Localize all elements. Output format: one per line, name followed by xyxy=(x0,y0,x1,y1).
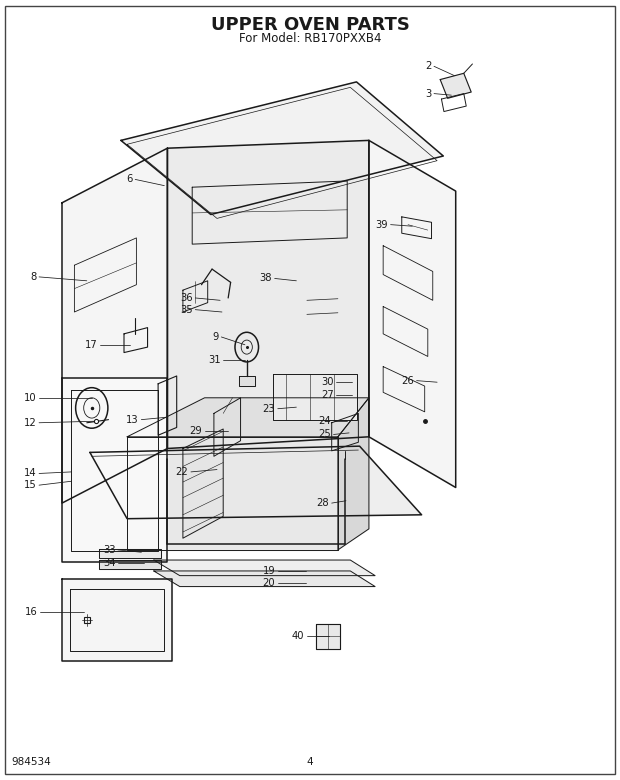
Text: 14: 14 xyxy=(24,469,37,478)
Text: 12: 12 xyxy=(24,418,37,427)
Text: 38: 38 xyxy=(260,274,272,283)
Polygon shape xyxy=(316,624,340,649)
Polygon shape xyxy=(183,429,223,538)
Polygon shape xyxy=(62,148,167,503)
Text: 9: 9 xyxy=(213,332,219,342)
Polygon shape xyxy=(273,374,356,420)
Polygon shape xyxy=(127,398,369,437)
Text: UPPER OVEN PARTS: UPPER OVEN PARTS xyxy=(211,16,409,34)
Text: 2: 2 xyxy=(425,62,432,71)
Polygon shape xyxy=(154,571,375,587)
Text: 8: 8 xyxy=(30,272,37,282)
Polygon shape xyxy=(99,560,161,569)
Polygon shape xyxy=(62,579,172,661)
Text: 17: 17 xyxy=(85,340,98,349)
Polygon shape xyxy=(90,446,422,519)
Polygon shape xyxy=(440,73,471,98)
Text: 16: 16 xyxy=(25,608,38,617)
Text: 28: 28 xyxy=(317,498,329,508)
Text: 40: 40 xyxy=(292,631,304,640)
Text: 10: 10 xyxy=(24,393,37,402)
Text: 31: 31 xyxy=(208,356,221,365)
Text: 4: 4 xyxy=(307,757,313,767)
Text: 13: 13 xyxy=(126,415,139,424)
Text: 34: 34 xyxy=(103,558,115,568)
Text: 22: 22 xyxy=(175,467,188,477)
Text: 19: 19 xyxy=(262,566,275,576)
Polygon shape xyxy=(127,437,338,550)
Text: 25: 25 xyxy=(318,430,331,439)
Text: 39: 39 xyxy=(376,220,388,229)
Polygon shape xyxy=(239,376,255,386)
Polygon shape xyxy=(167,140,369,448)
Text: 20: 20 xyxy=(263,578,275,587)
Text: For Model: RB170PXXB4: For Model: RB170PXXB4 xyxy=(239,33,381,45)
Text: 26: 26 xyxy=(401,376,414,385)
Polygon shape xyxy=(338,398,369,550)
Text: 30: 30 xyxy=(321,378,334,387)
Text: ereplaceme: ereplaceme xyxy=(228,406,318,421)
Text: 29: 29 xyxy=(189,426,202,435)
Polygon shape xyxy=(99,549,161,558)
Polygon shape xyxy=(369,140,456,488)
Text: 984534: 984534 xyxy=(11,757,51,767)
Polygon shape xyxy=(62,378,167,562)
Text: 23: 23 xyxy=(263,404,275,413)
Polygon shape xyxy=(121,82,443,214)
Text: 3: 3 xyxy=(425,89,432,98)
Text: 6: 6 xyxy=(126,175,133,184)
Text: 35: 35 xyxy=(180,305,193,314)
Text: 36: 36 xyxy=(180,293,193,303)
Text: 27: 27 xyxy=(321,391,334,400)
Polygon shape xyxy=(154,560,375,576)
Text: 33: 33 xyxy=(103,545,115,555)
Text: 24: 24 xyxy=(319,417,331,426)
Text: 15: 15 xyxy=(24,480,37,490)
